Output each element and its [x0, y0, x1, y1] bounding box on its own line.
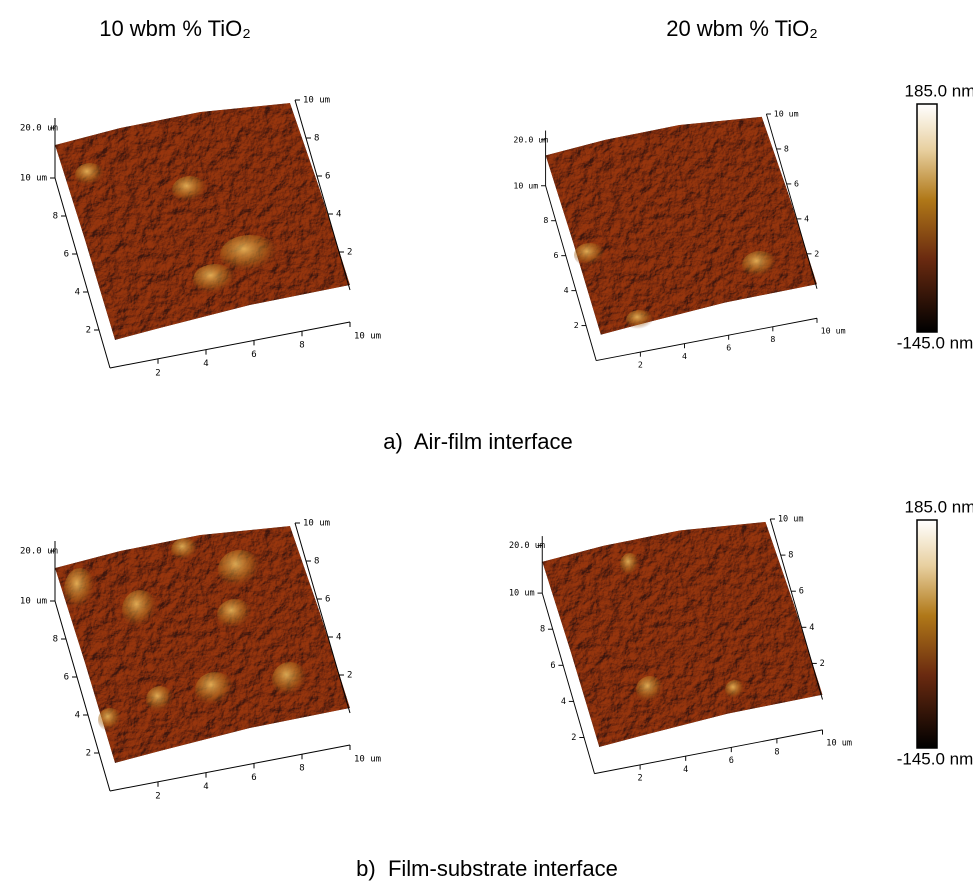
- afm-feature: [725, 680, 745, 700]
- bottom-axis-label: 8: [299, 764, 304, 774]
- left-axis-label: 6: [553, 250, 558, 260]
- right-axis-label: 2: [347, 248, 352, 258]
- left-axis-label: 2: [86, 749, 91, 759]
- afm-feature: [122, 590, 158, 630]
- bottom-axis-label: 6: [251, 773, 256, 783]
- right-axis-label: 4: [809, 623, 814, 633]
- left-axis-label: 10 um: [20, 597, 47, 607]
- caption: b) Film-substrate interface: [356, 856, 618, 881]
- bottom-axis-label: 4: [203, 359, 208, 369]
- bottom-axis-label: 4: [683, 765, 688, 775]
- left-axis-label: 2: [574, 320, 579, 330]
- afm-feature: [218, 550, 262, 590]
- colorbar-max-label: 185.0 nm: [905, 497, 973, 516]
- bottom-axis-label: 2: [155, 368, 160, 378]
- bottom-axis-label: 6: [726, 343, 731, 353]
- right-axis-label: 6: [799, 587, 804, 597]
- left-axis-label: 10 um: [513, 180, 538, 190]
- bottom-axis-label: 10 um: [826, 739, 852, 749]
- bottom-axis-label: 8: [770, 334, 775, 344]
- afm-feature: [172, 176, 208, 204]
- left-axis-label: 8: [53, 635, 58, 645]
- left-axis-label: 6: [550, 661, 555, 671]
- colorbar-min-label: -145.0 nm: [897, 333, 973, 352]
- right-axis-label: 2: [814, 248, 819, 258]
- right-axis-label: 4: [336, 633, 341, 643]
- z-axis-label: 20.0 um: [20, 547, 58, 557]
- left-axis-label: 4: [75, 288, 80, 298]
- right-axis-label: 6: [794, 178, 799, 188]
- afm-panel: 20.0 um 10 um 8 6 4 2 2 4 6 8 10 um 10 um 8 6 4 2: [513, 109, 845, 370]
- afm-feature: [217, 599, 253, 631]
- left-axis-label: 6: [64, 673, 69, 683]
- afm-feature: [195, 672, 235, 708]
- afm-feature: [146, 686, 174, 714]
- left-axis-label: 4: [564, 285, 569, 295]
- afm-feature: [171, 538, 199, 562]
- right-axis-label: 10 um: [303, 96, 330, 106]
- column-title: 10 wbm % TiO₂: [99, 16, 251, 41]
- afm-feature: [742, 251, 778, 279]
- afm-feature: [98, 708, 122, 732]
- afm-feature: [64, 568, 96, 612]
- afm-panel: 20.0 um 10 um 8 6 4 2 2 4 6 8 10 um 10 um 8 6 4 2: [20, 519, 381, 802]
- z-axis-label: 20.0 um: [20, 124, 58, 134]
- right-axis-label: 4: [804, 213, 809, 223]
- afm-feature: [636, 676, 664, 704]
- colorbar-min-label: -145.0 nm: [897, 749, 973, 768]
- afm-feature: [626, 310, 654, 330]
- left-axis-label: 4: [561, 697, 566, 707]
- left-axis-label: 8: [53, 212, 58, 222]
- right-axis-label: 2: [820, 659, 825, 669]
- z-axis-label: 20.0 um: [509, 541, 545, 551]
- bottom-axis-label: 8: [299, 341, 304, 351]
- left-axis-label: 10 um: [20, 174, 47, 184]
- left-axis-label: 2: [86, 326, 91, 336]
- colorbar-max-label: 185.0 nm: [905, 81, 973, 100]
- bottom-axis-label: 10 um: [354, 332, 381, 342]
- left-axis-label: 8: [543, 215, 548, 225]
- right-axis-label: 6: [325, 172, 330, 182]
- left-axis-label: 4: [75, 711, 80, 721]
- bottom-axis-label: 4: [203, 782, 208, 792]
- column-title: 20 wbm % TiO₂: [666, 16, 818, 41]
- bottom-axis-label: 6: [251, 350, 256, 360]
- afm-feature: [574, 243, 606, 267]
- right-axis-label: 2: [347, 671, 352, 681]
- left-axis-label: 10 um: [509, 589, 535, 599]
- afm-feature: [620, 553, 640, 577]
- bottom-axis-label: 2: [638, 774, 643, 784]
- bottom-axis-label: 8: [774, 747, 779, 757]
- left-axis-label: 6: [64, 250, 69, 260]
- bottom-axis-label: 6: [729, 756, 734, 766]
- afm-feature: [75, 163, 105, 187]
- afm-panel: 20.0 um 10 um 8 6 4 2 2 4 6 8 10 um 10 um 8 6 4 2: [509, 515, 852, 784]
- right-axis-label: 8: [784, 143, 789, 153]
- bottom-axis-label: 2: [155, 791, 160, 801]
- left-axis-label: 8: [540, 625, 545, 635]
- z-axis-label: 20.0 um: [513, 134, 548, 144]
- bottom-axis-label: 10 um: [821, 326, 846, 336]
- caption: a) Air-film interface: [383, 429, 573, 454]
- bottom-axis-label: 4: [682, 351, 687, 361]
- left-axis-label: 2: [571, 733, 576, 743]
- right-axis-label: 10 um: [778, 515, 804, 525]
- afm-feature: [272, 662, 308, 698]
- afm-panel: 20.0 um 10 um 8 6 4 2 2 4 6 8 10 um 10 um 8 6 4 2: [20, 96, 381, 379]
- bottom-axis-label: 2: [638, 359, 643, 369]
- right-axis-label: 6: [325, 595, 330, 605]
- right-axis-label: 8: [314, 557, 319, 567]
- right-axis-label: 8: [788, 551, 793, 561]
- right-axis-label: 8: [314, 134, 319, 144]
- right-axis-label: 10 um: [303, 519, 330, 529]
- colorbar: [917, 104, 937, 332]
- right-axis-label: 10 um: [774, 109, 799, 119]
- figure: 10 wbm % TiO₂ 20 wbm % TiO₂ a) Air-film …: [0, 0, 973, 885]
- bottom-axis-label: 10 um: [354, 755, 381, 765]
- afm-feature: [220, 235, 280, 275]
- right-axis-label: 4: [336, 210, 341, 220]
- colorbar: [917, 520, 937, 748]
